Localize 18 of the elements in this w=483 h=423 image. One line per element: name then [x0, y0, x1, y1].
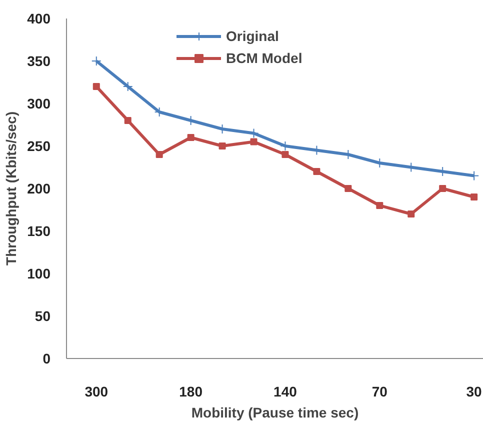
y-tick-label: 200: [27, 180, 51, 196]
y-tick-label: 0: [42, 350, 51, 366]
x-tick-label: 180: [179, 384, 203, 400]
x-tick-label: 30: [466, 384, 482, 400]
y-tick-label: 300: [27, 96, 51, 112]
x-axis-title: Mobility (Pause time sec): [191, 404, 359, 420]
y-tick-label: 150: [27, 223, 51, 239]
y-axis-title: Throughput (Kbits/sec): [3, 111, 20, 266]
x-tick-label: 300: [84, 384, 108, 400]
y-tick-label: 100: [27, 266, 51, 282]
legend-label: BCM Model: [226, 50, 302, 66]
x-tick-label: 140: [274, 384, 298, 400]
legend-label: Original: [226, 28, 279, 44]
y-tick-label: 400: [27, 10, 51, 26]
y-tick-label: 250: [27, 138, 51, 154]
x-tick-label: 70: [372, 384, 388, 400]
y-tick-label: 350: [27, 53, 51, 69]
y-tick-label: 50: [34, 308, 51, 324]
